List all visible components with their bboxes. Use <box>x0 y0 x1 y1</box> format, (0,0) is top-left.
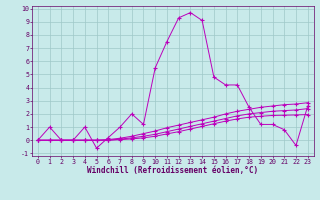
X-axis label: Windchill (Refroidissement éolien,°C): Windchill (Refroidissement éolien,°C) <box>87 166 258 175</box>
